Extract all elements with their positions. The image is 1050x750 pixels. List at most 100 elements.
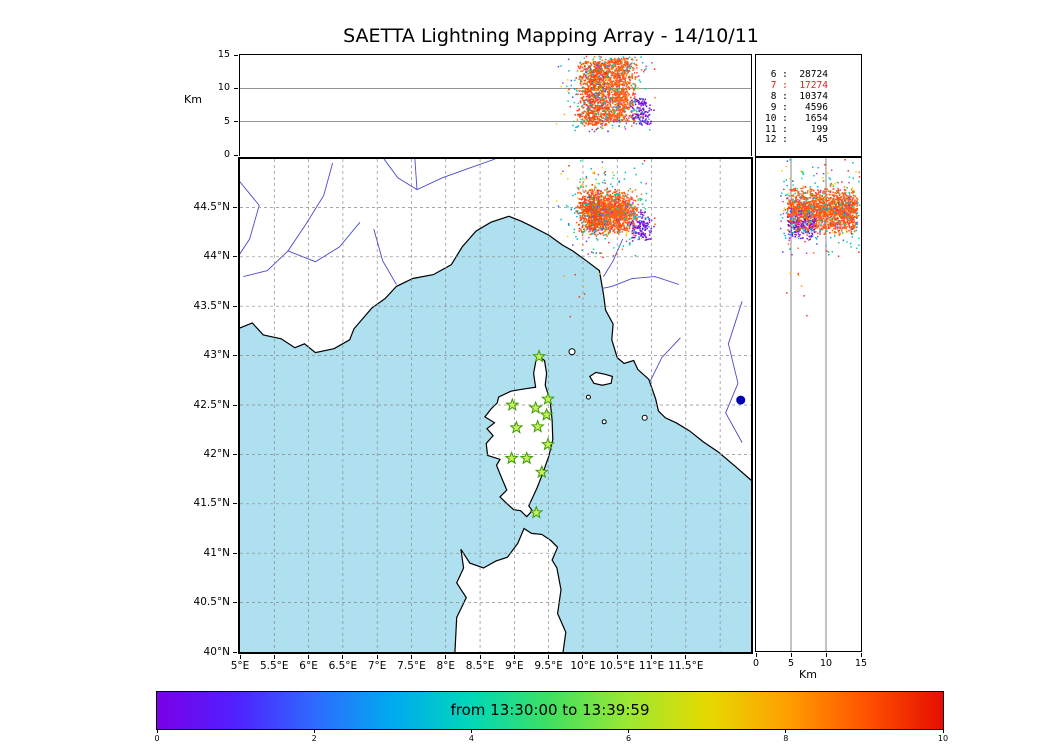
station-count-row: 12 : 45 <box>765 134 828 146</box>
altitude-x-tick <box>825 653 827 657</box>
map-y-tick <box>233 206 237 208</box>
map-y-tick-label: 41.5°N <box>193 497 230 510</box>
time-colorbar: from 13:30:00 to 13:39:59 <box>156 691 944 730</box>
map-x-tick-label: 7°E <box>367 660 387 672</box>
altitude-y-tick-label: 5 <box>223 115 230 127</box>
station-star-marker <box>539 407 554 421</box>
river <box>383 159 496 191</box>
map-y-tick-label: 44°N <box>203 250 230 263</box>
map-y-tick-label: 41°N <box>203 546 230 559</box>
elba-island <box>588 371 614 386</box>
lightning-points-alt-lat <box>779 159 861 317</box>
lake <box>736 395 746 405</box>
altitude-y-tick <box>234 121 238 123</box>
map-y-tick <box>233 602 237 604</box>
altitude-x-tick <box>790 653 792 657</box>
map-y-tick-label: 43°N <box>203 349 230 362</box>
altitude-y-tick <box>234 54 238 56</box>
map-x-tick <box>273 655 275 659</box>
map-x-tick-label: 7.5°E <box>397 660 426 672</box>
colorbar-tick-label: 8 <box>783 734 789 743</box>
lightning-points-alt-lon <box>555 55 656 133</box>
map-x-tick <box>616 655 618 659</box>
map-x-tick-label: 8.5°E <box>465 660 495 672</box>
map-y-tick <box>233 305 237 307</box>
colorbar-tick-label: 6 <box>626 734 632 743</box>
map-y-tick <box>233 256 237 258</box>
map-y-tick <box>233 404 237 406</box>
station-star-marker <box>530 419 545 433</box>
altitude-x-tick-label: 10 <box>819 658 833 669</box>
station-star-marker <box>528 400 543 414</box>
station-star-marker <box>505 397 520 412</box>
altitude-y-tick <box>234 87 238 89</box>
altitude-latitude-panel <box>755 157 862 652</box>
islet <box>601 419 607 425</box>
colorbar-tick-label: 4 <box>468 734 474 743</box>
altitude-x-tick-label: 5 <box>787 658 795 669</box>
map-x-tick-label: 10°E <box>570 660 596 672</box>
map-x-tick-label: 9°E <box>505 660 524 672</box>
altitude-y-tick-label: 0 <box>223 149 230 160</box>
colorbar-tick <box>156 730 158 733</box>
map-y-tick-label: 40.5°N <box>193 596 230 609</box>
map-x-tick <box>548 655 550 659</box>
station-count-row: 11 : 199 <box>765 123 828 135</box>
map-x-tick <box>410 655 412 659</box>
map-y-tick <box>233 651 237 653</box>
map-x-tick <box>445 655 447 659</box>
station-count-row: 8 : 10374 <box>765 90 828 102</box>
map-y-tick <box>233 355 237 357</box>
station-star-marker <box>540 437 556 451</box>
colorbar-time-range-label: from 13:30:00 to 13:39:59 <box>450 701 650 719</box>
altitude-y-tick-label: 15 <box>217 49 230 60</box>
map-y-tick <box>233 453 237 455</box>
figure-title: SAETTA Lightning Mapping Array - 14/10/1… <box>343 25 759 47</box>
river <box>725 301 743 443</box>
map-x-tick-label: 10.5°E <box>599 660 635 672</box>
islet <box>641 414 648 421</box>
map-x-tick <box>513 655 515 659</box>
map-x-tick-label: 11.5°E <box>668 660 704 672</box>
river <box>414 159 418 190</box>
colorbar-tick <box>942 730 944 733</box>
altitude-y-tick <box>234 154 238 156</box>
map-x-tick <box>376 655 378 659</box>
colorbar-tick-label: 10 <box>937 734 949 743</box>
map-y-tick-label: 43.5°N <box>193 299 230 312</box>
altitude-longitude-panel <box>239 54 752 156</box>
station-star-marker <box>504 451 519 465</box>
station-counts-panel: 6 : 28724 7 : 17274 8 : 10374 9 : 4596 10… <box>755 54 862 157</box>
station-counts-list: 6 : 28724 7 : 17274 8 : 10374 9 : 4596 10… <box>756 55 861 146</box>
colorbar-tick <box>785 730 787 733</box>
sardinia-coastline <box>454 527 567 652</box>
map-x-tick <box>651 655 653 659</box>
islet <box>568 348 576 356</box>
map-scatter <box>240 159 751 652</box>
map-x-tick-label: 5.5°E <box>259 660 289 672</box>
altitude-x-tick-label: 15 <box>854 658 868 669</box>
map-x-tick <box>479 655 481 659</box>
map-y-tick <box>233 552 237 554</box>
corsica-coastline <box>484 354 554 518</box>
altitude-longitude-scatter <box>240 55 751 133</box>
map-x-tick-label: 9.5°E <box>534 660 563 672</box>
station-count-row: 6 : 28724 <box>765 69 828 80</box>
altitude-x-tick-label: 0 <box>752 658 760 669</box>
colorbar-tick <box>470 730 472 733</box>
station-count-row: 7 : 17274 <box>765 79 828 91</box>
islet <box>585 394 591 400</box>
colorbar-tick-label: 0 <box>154 734 160 743</box>
map-x-tick-label: 5°E <box>230 660 250 672</box>
station-star-marker <box>534 464 549 479</box>
map-x-tick-label: 8°E <box>436 660 456 672</box>
altitude-x-tick <box>860 653 862 657</box>
map-y-tick-label: 42.5°N <box>193 398 230 411</box>
map-x-tick <box>239 655 241 659</box>
river <box>287 221 361 263</box>
river <box>602 276 680 289</box>
map-y-tick-label: 42°N <box>203 447 230 460</box>
mainland-coastline <box>240 159 751 481</box>
station-count-row: 9 : 4596 <box>765 101 828 113</box>
